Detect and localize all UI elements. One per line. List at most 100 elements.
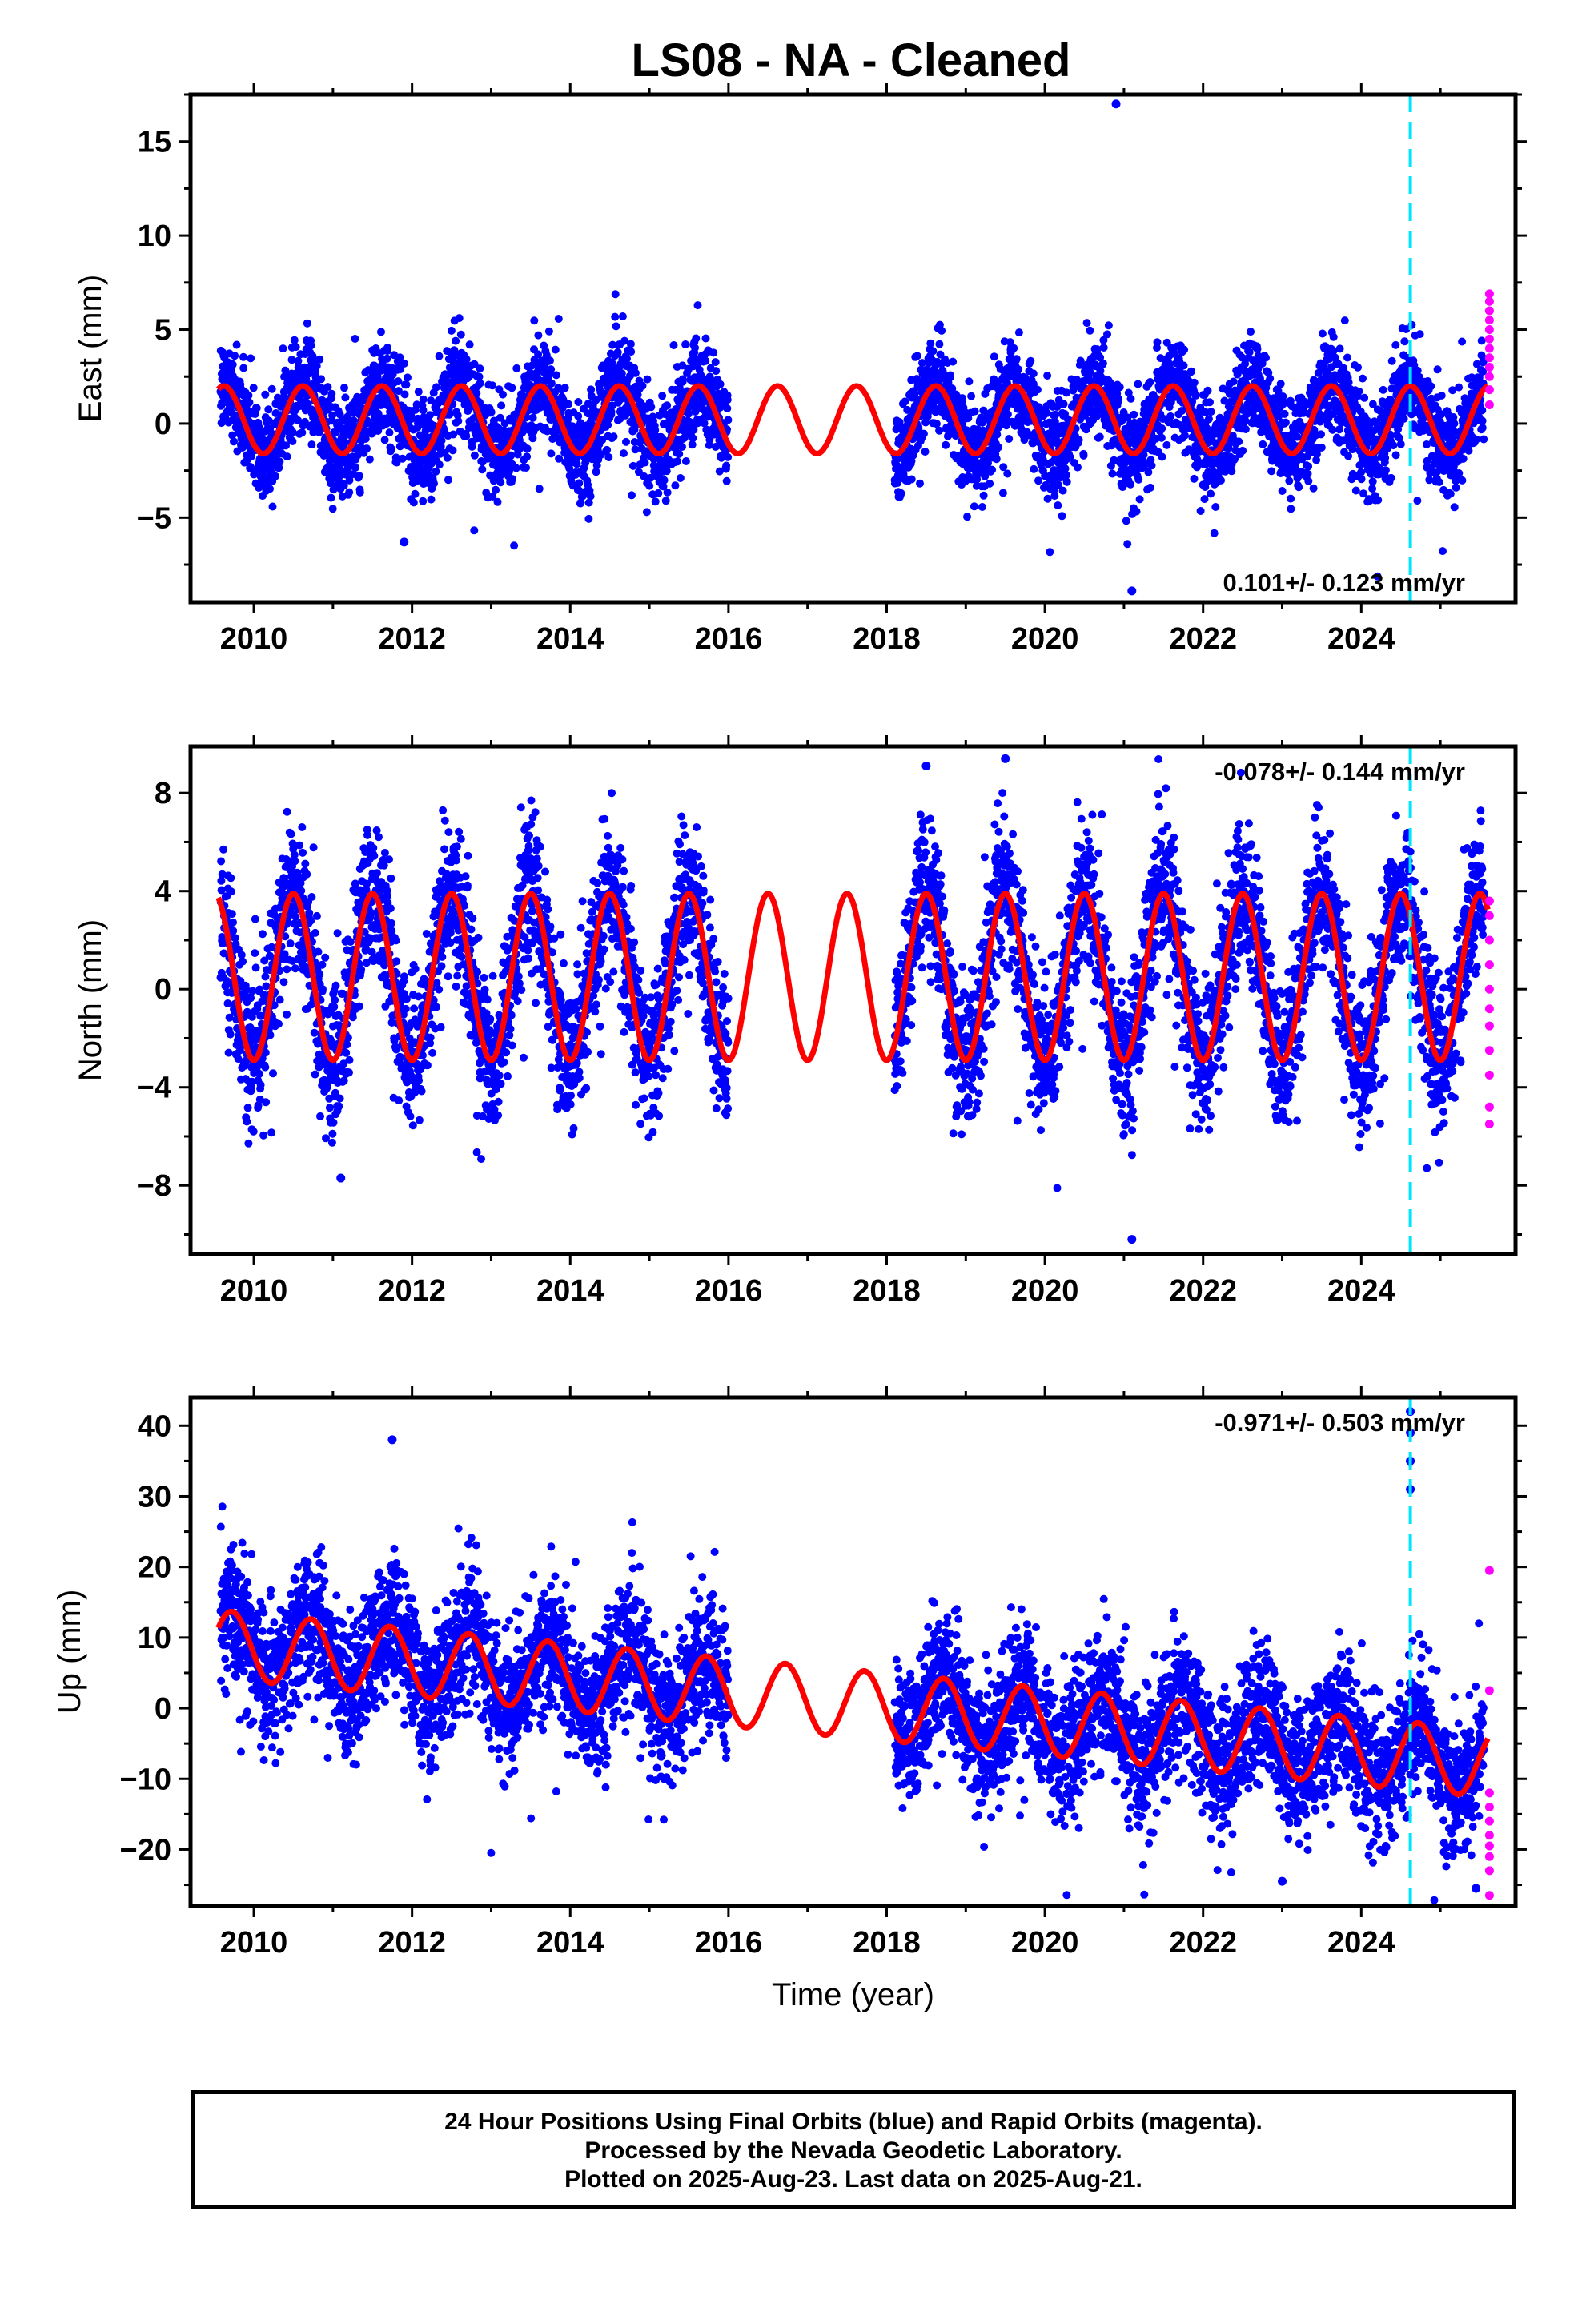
final-orbit-point bbox=[288, 428, 297, 436]
final-orbit-point bbox=[1115, 383, 1124, 392]
final-orbit-point bbox=[231, 352, 239, 360]
final-orbit-point bbox=[288, 437, 297, 445]
final-orbit-point bbox=[383, 344, 392, 352]
final-orbit-point bbox=[958, 394, 966, 403]
final-orbit-point bbox=[1387, 473, 1395, 482]
final-orbit-point bbox=[1132, 507, 1141, 516]
final-orbit-point bbox=[455, 314, 464, 323]
final-orbit-point bbox=[1415, 330, 1424, 339]
final-orbit-point bbox=[1278, 487, 1287, 495]
final-orbit-point bbox=[283, 452, 291, 461]
final-orbit-point bbox=[1103, 330, 1111, 339]
final-orbit-point bbox=[465, 340, 474, 349]
final-orbit-point bbox=[307, 440, 316, 449]
final-orbit-point bbox=[1135, 495, 1144, 504]
final-orbit-point bbox=[396, 353, 404, 362]
final-orbit-point bbox=[530, 316, 539, 325]
final-orbit-point bbox=[642, 508, 651, 517]
final-orbit-point bbox=[1074, 463, 1082, 472]
final-orbit-point bbox=[643, 375, 652, 384]
final-orbit-point bbox=[291, 343, 300, 352]
final-orbit-point bbox=[351, 335, 359, 343]
final-orbit-point bbox=[611, 312, 620, 321]
final-orbit-point bbox=[1391, 340, 1400, 349]
final-orbit-point bbox=[435, 460, 444, 469]
final-orbit-point bbox=[228, 431, 237, 440]
final-orbit-point bbox=[1303, 469, 1312, 478]
final-orbit-point bbox=[938, 326, 946, 335]
final-orbit-point bbox=[1387, 356, 1396, 365]
final-orbit-point bbox=[427, 495, 436, 504]
final-orbit-point bbox=[675, 449, 684, 458]
final-orbit-point bbox=[414, 388, 423, 396]
final-orbit-point bbox=[394, 377, 403, 386]
final-orbit-point bbox=[456, 330, 465, 339]
final-orbit-point bbox=[1329, 332, 1338, 341]
final-orbit-point bbox=[998, 489, 1007, 497]
final-orbit-point bbox=[988, 465, 997, 474]
final-orbit-point bbox=[929, 347, 938, 356]
final-orbit-point bbox=[252, 404, 261, 412]
final-orbit-point bbox=[627, 348, 636, 356]
final-orbit-point bbox=[647, 403, 656, 412]
final-orbit-point bbox=[383, 354, 391, 363]
final-orbit-point bbox=[328, 505, 337, 513]
final-orbit-point bbox=[1435, 478, 1443, 486]
final-orbit-point bbox=[1239, 446, 1247, 455]
final-orbit-point bbox=[1196, 507, 1205, 515]
final-orbit-point bbox=[1458, 337, 1467, 346]
final-orbit-point bbox=[1062, 477, 1071, 486]
final-orbit-point bbox=[1180, 345, 1189, 354]
final-orbit-point bbox=[1030, 464, 1038, 473]
final-orbit-point bbox=[230, 437, 238, 446]
final-orbit-point bbox=[355, 488, 364, 497]
final-orbit-point bbox=[279, 344, 287, 353]
final-orbit-point bbox=[1446, 489, 1455, 498]
final-orbit-point bbox=[392, 458, 401, 467]
final-orbit-point bbox=[986, 479, 994, 488]
final-orbit-point bbox=[604, 453, 613, 461]
final-orbit-point bbox=[290, 336, 299, 344]
final-orbit-point bbox=[1050, 492, 1059, 501]
final-orbit-point bbox=[907, 475, 916, 484]
final-orbit-point bbox=[432, 467, 440, 476]
final-orbit-point bbox=[1190, 474, 1199, 483]
final-orbit-point bbox=[716, 380, 725, 388]
final-orbit-point bbox=[1351, 486, 1360, 495]
final-orbit-point bbox=[1437, 391, 1446, 400]
final-orbit-point bbox=[1262, 353, 1270, 362]
final-orbit-point bbox=[963, 513, 971, 521]
final-orbit-point bbox=[584, 514, 593, 523]
final-orbit-point bbox=[1318, 329, 1327, 338]
final-orbit-point bbox=[623, 354, 631, 363]
final-orbit-point bbox=[609, 432, 618, 441]
final-orbit-point bbox=[512, 464, 520, 472]
final-orbit-point bbox=[722, 476, 731, 485]
final-orbit-point bbox=[244, 391, 253, 400]
final-orbit-point bbox=[626, 340, 635, 348]
final-orbit-point bbox=[1450, 503, 1459, 512]
final-orbit-point bbox=[402, 380, 411, 389]
final-orbit-point bbox=[499, 390, 507, 399]
final-orbit-point bbox=[723, 404, 732, 412]
final-orbit-point bbox=[1191, 391, 1200, 400]
final-orbit-point bbox=[1259, 440, 1267, 448]
final-orbit-point bbox=[339, 481, 348, 490]
final-orbit-point bbox=[970, 407, 979, 416]
final-orbit-point bbox=[385, 428, 394, 437]
final-orbit-point bbox=[355, 472, 363, 480]
final-orbit-point bbox=[1014, 365, 1023, 374]
final-orbit-point bbox=[574, 412, 583, 420]
final-orbit-point bbox=[497, 401, 506, 410]
final-orbit-point bbox=[454, 416, 463, 425]
final-orbit-point bbox=[462, 432, 471, 440]
final-orbit-point bbox=[654, 489, 663, 497]
final-orbit-point bbox=[1344, 378, 1353, 387]
final-orbit-point bbox=[1317, 430, 1325, 439]
final-orbit-point bbox=[546, 356, 554, 365]
final-orbit-point bbox=[701, 356, 710, 365]
final-orbit-point bbox=[1014, 328, 1023, 337]
final-orbit-point bbox=[317, 375, 326, 384]
final-orbit-point bbox=[380, 436, 389, 444]
final-orbit-point bbox=[628, 491, 636, 500]
